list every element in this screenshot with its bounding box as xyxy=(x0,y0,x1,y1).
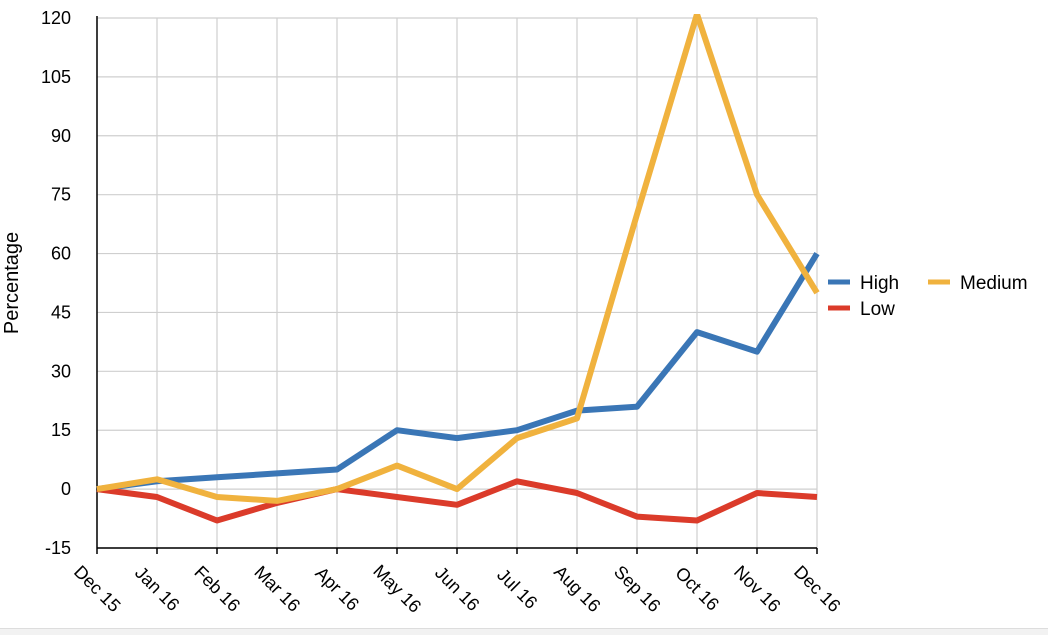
axes xyxy=(96,16,818,554)
x-tick-label: Apr 16 xyxy=(311,563,363,615)
y-tick-label: -15 xyxy=(45,538,71,558)
grid-lines xyxy=(96,17,818,549)
y-tick-label: 30 xyxy=(51,361,71,381)
x-tick-label: Dec 16 xyxy=(790,562,844,616)
x-tick-label: Jun 16 xyxy=(431,563,483,615)
legend-label-high: High xyxy=(860,273,899,294)
y-tick-label: 120 xyxy=(41,8,71,28)
y-tick-labels: 120 105 90 75 60 45 30 15 0 -15 xyxy=(41,8,71,558)
y-tick-label: 60 xyxy=(51,244,71,264)
x-tick-label: Jul 16 xyxy=(493,565,541,613)
y-tick-label: 105 xyxy=(41,67,71,87)
series-lines xyxy=(96,14,820,524)
legend-label-medium: Medium xyxy=(960,273,1028,294)
series-line-high xyxy=(96,252,820,493)
x-tick-label: Dec 15 xyxy=(70,562,124,616)
x-tick-label: Aug 16 xyxy=(550,562,604,616)
y-tick-label: 75 xyxy=(51,185,71,205)
x-tick-labels: Dec 15 Jan 16 Feb 16 Mar 16 Apr 16 May 16 Jun … xyxy=(70,561,844,617)
x-tick-label: Jan 16 xyxy=(131,563,183,615)
series-line-low xyxy=(96,478,818,524)
y-tick-label: 0 xyxy=(61,479,71,499)
y-tick-label: 90 xyxy=(51,126,71,146)
series-line-medium xyxy=(96,14,820,504)
x-tick-label: Nov 16 xyxy=(730,562,784,616)
x-tick-label: Sep 16 xyxy=(610,562,664,616)
x-tick-label: Mar 16 xyxy=(250,562,304,616)
x-tick-label: May 16 xyxy=(369,561,425,617)
y-tick-label: 45 xyxy=(51,302,71,322)
legend: High Low Medium xyxy=(828,273,1028,320)
y-tick-label: 15 xyxy=(51,420,71,440)
bottom-scroll-strip xyxy=(0,628,1048,635)
legend-label-low: Low xyxy=(860,299,895,320)
y-axis-label: Percentage xyxy=(1,232,23,334)
x-tick-label: Feb 16 xyxy=(190,562,244,616)
x-tick-label: Oct 16 xyxy=(671,563,723,615)
